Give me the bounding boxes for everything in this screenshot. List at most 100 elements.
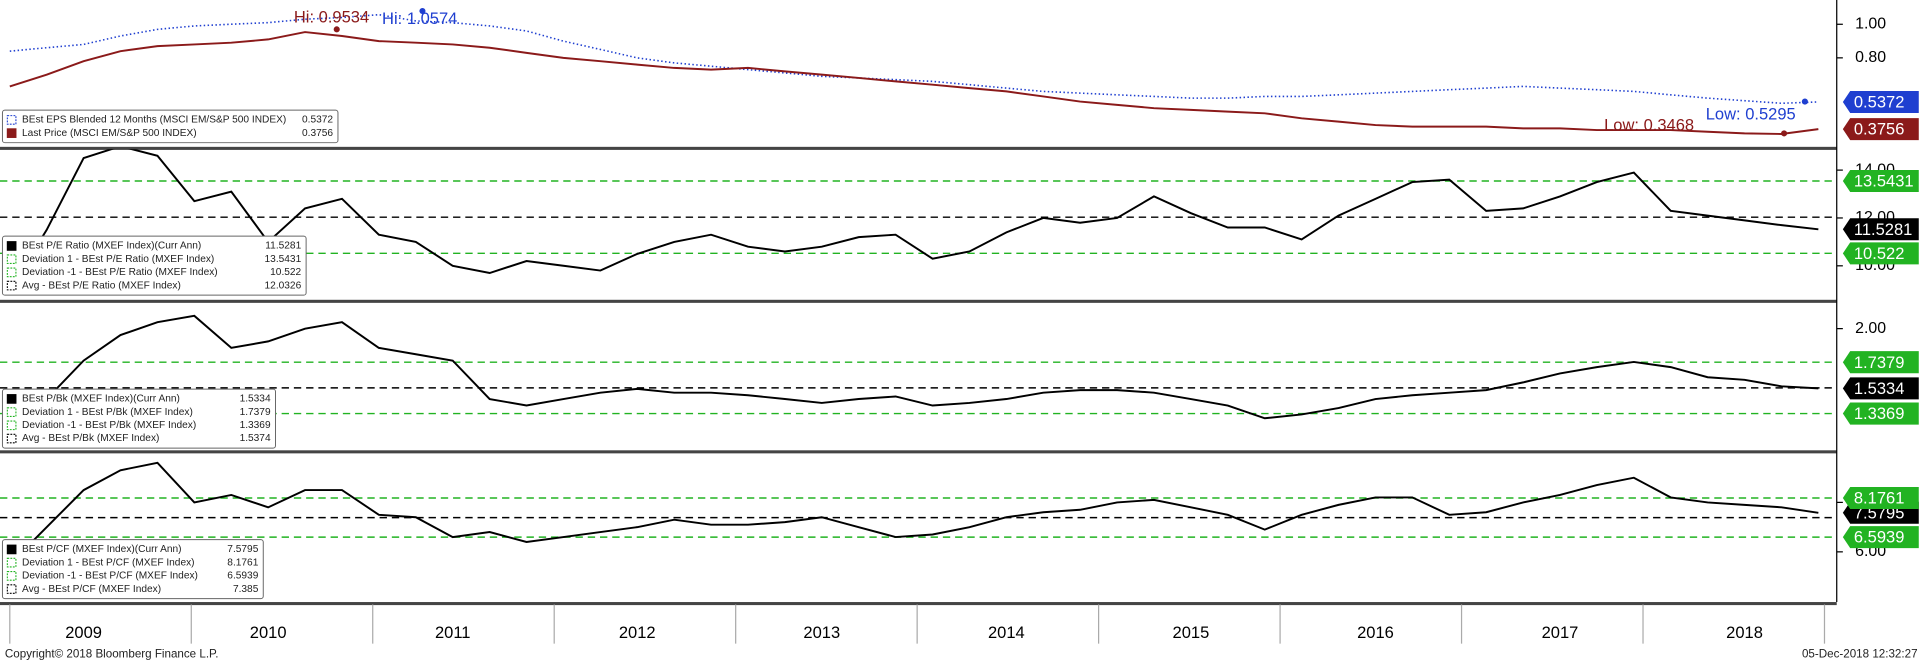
value-tag-label: 10.522	[1854, 244, 1905, 263]
x-tick-label: 2016	[1357, 623, 1394, 642]
plot	[0, 461, 1834, 565]
legend-value: 10.522	[270, 267, 301, 278]
x-tick-label: 2017	[1542, 623, 1579, 642]
plot	[9, 13, 1819, 135]
x-tick-label: 2013	[803, 623, 840, 642]
legend-value: 13.5431	[265, 254, 302, 265]
x-tick-label: 2015	[1173, 623, 1210, 642]
series-line	[9, 31, 1819, 135]
legend-label: BEst P/E Ratio (MXEF Index)(Curr Ann)	[22, 241, 201, 252]
legend-swatch	[6, 394, 17, 404]
legend-value: 1.5374	[240, 433, 271, 444]
value-tag-label: 8.1761	[1854, 489, 1905, 508]
legend-label: Avg - BEst P/E Ratio (MXEF Index)	[22, 280, 181, 291]
annotation: Low: 0.3468	[1604, 115, 1694, 134]
value-tag	[1842, 242, 1919, 265]
value-tag-label: 0.5372	[1854, 93, 1905, 112]
legend-value: 0.3756	[302, 128, 333, 139]
legend-swatch	[6, 584, 17, 594]
x-tick-label: 2010	[250, 623, 287, 642]
legend-label: BEst P/Bk (MXEF Index)(Curr Ann)	[22, 394, 180, 405]
series-line	[9, 461, 1819, 565]
legend-swatch	[6, 267, 17, 278]
legend-value: 1.3369	[240, 420, 271, 431]
legend-swatch	[6, 280, 17, 291]
y-tick-label: 0.80	[1855, 49, 1886, 66]
legend-label: Deviation 1 - BEst P/CF (MXEF Index)	[22, 557, 195, 568]
value-tag-label: 13.5431	[1854, 172, 1914, 191]
panel-separator	[0, 602, 1837, 606]
legend-label: Deviation -1 - BEst P/Bk (MXEF Index)	[22, 420, 196, 431]
legend-box	[1, 539, 264, 600]
legend-value: 12.0326	[265, 280, 302, 291]
x-tick-label: 2009	[65, 623, 102, 642]
extreme-dot	[1801, 98, 1808, 105]
x-tick-label: 2011	[435, 623, 471, 642]
legend-box	[1, 109, 339, 144]
plot	[0, 149, 1834, 291]
legend-value: 0.5372	[302, 115, 333, 126]
legend-swatch	[6, 128, 17, 138]
annotation: Hi: 0.9534	[294, 8, 369, 27]
extreme-dot	[419, 7, 426, 15]
extreme-dot	[1781, 130, 1788, 137]
x-tick-label: 2012	[619, 623, 656, 642]
legend-box	[1, 235, 307, 296]
annotation: Low: 0.5295	[1706, 104, 1796, 123]
copyright: Copyright© 2018 Bloomberg Finance L.P.	[5, 648, 219, 661]
plot	[0, 314, 1834, 439]
annotation: Hi: 1.0574	[382, 9, 457, 28]
legend-label: Deviation -1 - BEst P/CF (MXEF Index)	[22, 571, 198, 582]
legend-label: Deviation -1 - BEst P/E Ratio (MXEF Inde…	[22, 267, 218, 278]
y-tick-label: 2.00	[1855, 320, 1886, 337]
legend-label: Avg - BEst P/CF (MXEF Index)	[22, 584, 161, 595]
legend-value: 6.5939	[227, 571, 258, 582]
value-tag-label: 11.5281	[1854, 220, 1913, 239]
legend-label: BEst P/CF (MXEF Index)(Curr Ann)	[22, 544, 182, 555]
value-tag-label: 1.3369	[1854, 404, 1905, 423]
value-tag-label: 0.3756	[1854, 120, 1905, 139]
legend-label: Avg - BEst P/Bk (MXEF Index)	[22, 433, 159, 444]
legend-value: 7.385	[233, 584, 259, 595]
legend-value: 1.5334	[240, 394, 271, 405]
panel-separator	[0, 299, 1837, 303]
x-tick-label: 2018	[1726, 623, 1763, 642]
legend-swatch	[6, 254, 17, 265]
value-tag-label: 1.7379	[1854, 353, 1905, 372]
legend-value: 1.7379	[240, 407, 271, 418]
legend-label: Last Price (MSCI EM/S&P 500 INDEX)	[22, 128, 197, 139]
value-tag	[1842, 170, 1919, 193]
extreme-dot	[333, 26, 340, 33]
legend-swatch	[6, 544, 17, 555]
series-line	[8, 149, 1819, 291]
legend-label: Deviation 1 - BEst P/E Ratio (MXEF Index…	[22, 254, 214, 265]
legend-swatch	[6, 433, 17, 444]
value-tag	[1842, 377, 1919, 400]
legend-swatch	[6, 241, 17, 251]
value-tag	[1842, 402, 1919, 425]
x-tick-label: 2014	[988, 623, 1025, 642]
legend-value: 11.5281	[265, 241, 301, 252]
legend-swatch	[6, 571, 17, 581]
legend-value: 8.1761	[227, 557, 258, 568]
value-tag	[1842, 351, 1919, 374]
timestamp: 05-Dec-2018 12:32:27	[1802, 648, 1918, 661]
legend-swatch	[6, 557, 17, 568]
legend-label: BEst EPS Blended 12 Months (MSCI EM/S&P …	[22, 115, 286, 126]
value-tag	[1842, 90, 1919, 113]
legend-swatch	[6, 420, 17, 431]
value-tag	[1842, 526, 1919, 549]
series-line	[9, 314, 1819, 439]
value-tag-label: 1.5334	[1854, 379, 1905, 398]
value-tag	[1842, 118, 1919, 141]
y-tick-label: 1.00	[1855, 15, 1886, 32]
legend-label: Deviation 1 - BEst P/Bk (MXEF Index)	[22, 407, 193, 418]
legend-value: 7.5795	[227, 544, 258, 555]
panel-separator	[0, 450, 1837, 454]
value-tag-label: 6.5939	[1854, 528, 1905, 547]
value-tag	[1842, 218, 1919, 241]
legend-box	[1, 388, 276, 449]
legend-swatch	[6, 115, 17, 125]
